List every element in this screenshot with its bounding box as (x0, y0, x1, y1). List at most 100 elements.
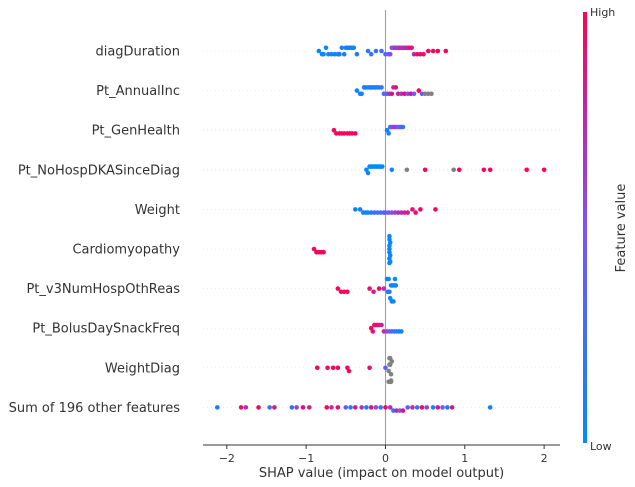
data-point (349, 131, 355, 136)
data-point (395, 210, 401, 215)
data-point (422, 91, 428, 97)
data-point (410, 405, 415, 410)
data-point (399, 329, 404, 334)
feature-label: Pt_v3NumHospOthReas (26, 282, 180, 297)
feature-label: Pt_BolusDaySnackFreq (32, 322, 180, 337)
data-point (389, 167, 395, 173)
data-point (256, 405, 261, 410)
data-point (400, 408, 406, 413)
data-point (386, 131, 391, 136)
data-point (365, 48, 371, 54)
colorbar-title: Feature value (614, 184, 629, 273)
data-point (381, 91, 387, 97)
data-point (386, 210, 391, 215)
data-point (394, 408, 399, 413)
data-point (348, 405, 353, 410)
data-point (392, 210, 398, 215)
data-point (367, 365, 372, 371)
data-point (373, 48, 379, 54)
data-point (375, 210, 380, 215)
data-point (393, 85, 399, 90)
data-point (370, 329, 376, 334)
feature-label: Cardiomyopathy (72, 243, 180, 258)
data-point (381, 286, 387, 291)
data-point (367, 286, 372, 291)
data-point (383, 210, 388, 215)
x-tick-label: −1 (298, 452, 314, 465)
data-point (399, 91, 404, 97)
data-point (316, 48, 322, 54)
data-point (440, 405, 445, 410)
data-point (402, 91, 407, 97)
data-point (294, 405, 299, 410)
data-point (487, 167, 493, 173)
data-point (339, 45, 345, 51)
data-point (376, 286, 382, 291)
data-point (419, 405, 425, 410)
data-point (383, 405, 388, 410)
data-point (321, 51, 326, 57)
data-point (393, 283, 399, 288)
data-point (243, 405, 249, 410)
data-point (383, 51, 388, 57)
data-point (267, 405, 272, 410)
data-point (411, 91, 417, 97)
data-point (418, 207, 423, 212)
data-point (325, 365, 330, 371)
x-axis-ticks: −2 −1 0 1 2 (219, 445, 548, 465)
data-point (387, 237, 392, 242)
data-point (524, 167, 529, 173)
x-tick-label: 0 (382, 452, 389, 465)
data-point (391, 408, 396, 413)
data-point (541, 167, 547, 173)
data-point (272, 405, 277, 410)
data-point (365, 170, 371, 176)
data-point (379, 85, 384, 90)
feature-label: diagDuration (95, 45, 180, 60)
feature-label: Sum of 196 other features (9, 401, 181, 416)
data-point (368, 51, 374, 57)
data-point (331, 127, 337, 133)
feature-label: Pt_AnnualInc (96, 84, 180, 99)
data-point (346, 368, 352, 374)
data-point (353, 405, 358, 410)
data-point (329, 405, 334, 410)
data-point (389, 91, 395, 97)
data-point (345, 289, 350, 295)
data-point (405, 91, 410, 97)
data-point (238, 405, 244, 410)
data-point (456, 167, 462, 173)
data-point (357, 207, 363, 212)
data-point (414, 405, 420, 410)
data-point (359, 91, 364, 97)
data-point (387, 260, 392, 266)
data-point (414, 51, 420, 57)
data-point (487, 405, 493, 410)
data-point (368, 405, 374, 410)
data-point (341, 131, 347, 136)
data-point (397, 408, 403, 413)
data-point (378, 405, 384, 410)
data-point (354, 88, 360, 93)
data-point (300, 405, 306, 410)
data-point (430, 405, 436, 410)
data-point (395, 91, 401, 97)
data-point (430, 48, 436, 54)
colorbar (583, 12, 587, 443)
data-point (365, 210, 371, 215)
data-point (341, 289, 347, 295)
data-point (379, 48, 384, 54)
data-point (326, 51, 331, 57)
data-point (387, 51, 393, 57)
data-point (311, 246, 317, 252)
data-point (314, 365, 320, 371)
feature-label: WeightDiag (105, 361, 180, 376)
data-point (341, 51, 347, 57)
data-point (378, 210, 384, 215)
data-point (389, 210, 395, 215)
data-point (333, 131, 339, 136)
data-point (433, 207, 438, 212)
data-point (408, 91, 414, 97)
data-point (384, 276, 390, 282)
